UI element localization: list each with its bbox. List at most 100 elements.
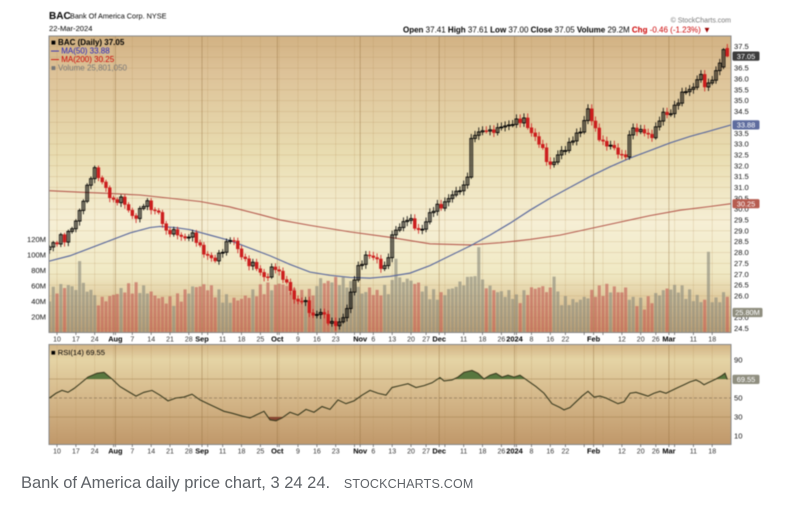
svg-text:7: 7 <box>130 337 134 344</box>
svg-text:Sep: Sep <box>195 335 209 344</box>
svg-text:100M: 100M <box>27 251 46 260</box>
svg-text:14: 14 <box>147 337 155 344</box>
svg-text:Nov: Nov <box>353 447 368 456</box>
svg-text:16: 16 <box>313 337 321 344</box>
svg-text:8: 8 <box>530 449 534 456</box>
svg-text:■ BAC (Daily) 37.05: ■ BAC (Daily) 37.05 <box>51 38 125 47</box>
svg-text:6: 6 <box>371 449 375 456</box>
svg-text:16: 16 <box>313 449 321 456</box>
svg-text:— MA(50) 33.88: — MA(50) 33.88 <box>51 47 110 56</box>
svg-text:28.5: 28.5 <box>734 237 749 246</box>
svg-text:29.0: 29.0 <box>734 226 749 235</box>
svg-text:27.5: 27.5 <box>734 259 749 268</box>
svg-text:30.5: 30.5 <box>734 194 749 203</box>
svg-text:20: 20 <box>407 337 415 344</box>
svg-text:20M: 20M <box>31 313 46 322</box>
svg-text:Oct: Oct <box>271 335 284 344</box>
svg-text:16: 16 <box>546 449 554 456</box>
svg-text:33.5: 33.5 <box>734 129 749 138</box>
svg-text:24.5: 24.5 <box>734 324 749 333</box>
svg-text:35.5: 35.5 <box>734 85 749 94</box>
svg-text:24: 24 <box>91 337 99 344</box>
svg-text:Oct: Oct <box>271 447 284 456</box>
svg-text:29.5: 29.5 <box>734 216 749 225</box>
svg-text:32.0: 32.0 <box>734 161 749 170</box>
svg-text:■ Volume 25,801,050: ■ Volume 25,801,050 <box>51 64 128 73</box>
svg-text:21: 21 <box>166 337 174 344</box>
svg-text:11: 11 <box>690 337 697 344</box>
svg-text:Aug: Aug <box>108 335 123 344</box>
svg-text:26.5: 26.5 <box>734 281 749 290</box>
svg-text:18: 18 <box>238 449 246 456</box>
svg-text:7: 7 <box>130 449 134 456</box>
svg-text:Dec: Dec <box>432 335 446 344</box>
svg-text:22: 22 <box>562 449 570 456</box>
svg-text:30.0: 30.0 <box>734 205 749 214</box>
svg-text:© StockCharts.com: © StockCharts.com <box>671 17 732 25</box>
svg-text:2024: 2024 <box>506 447 523 456</box>
svg-text:26: 26 <box>652 337 660 344</box>
svg-text:Mar: Mar <box>662 335 675 344</box>
svg-text:Mar: Mar <box>662 447 675 456</box>
svg-text:26: 26 <box>498 337 506 344</box>
svg-text:8: 8 <box>530 337 534 344</box>
svg-text:16: 16 <box>546 337 554 344</box>
svg-text:— MA(200) 30.25: — MA(200) 30.25 <box>51 55 115 64</box>
svg-text:31.5: 31.5 <box>734 172 749 181</box>
svg-text:28: 28 <box>185 337 193 344</box>
svg-text:60M: 60M <box>31 282 46 291</box>
svg-text:32.5: 32.5 <box>734 151 749 160</box>
svg-text:22: 22 <box>562 337 570 344</box>
svg-text:34.5: 34.5 <box>734 107 749 116</box>
svg-text:37.5: 37.5 <box>734 42 749 51</box>
svg-text:40M: 40M <box>31 297 46 306</box>
svg-text:12: 12 <box>618 449 626 456</box>
svg-text:26: 26 <box>652 449 660 456</box>
svg-text:14: 14 <box>147 449 155 456</box>
svg-text:23: 23 <box>332 449 340 456</box>
svg-text:9: 9 <box>296 337 300 344</box>
svg-text:Sep: Sep <box>195 447 209 456</box>
svg-text:11: 11 <box>460 337 467 344</box>
svg-text:13: 13 <box>388 449 396 456</box>
svg-text:21: 21 <box>166 449 174 456</box>
svg-text:36.5: 36.5 <box>734 64 749 73</box>
svg-text:17: 17 <box>72 449 80 456</box>
svg-text:12: 12 <box>618 337 626 344</box>
svg-text:25: 25 <box>257 337 265 344</box>
svg-text:18: 18 <box>479 337 487 344</box>
svg-text:22-Mar-2024: 22-Mar-2024 <box>49 24 92 33</box>
svg-text:18: 18 <box>479 449 487 456</box>
svg-text:13: 13 <box>388 337 396 344</box>
svg-text:33.0: 33.0 <box>734 140 749 149</box>
svg-text:Feb: Feb <box>587 335 601 344</box>
svg-text:Nov: Nov <box>353 335 368 344</box>
svg-text:18: 18 <box>708 337 716 344</box>
svg-text:Bank Of America Corp. NYSE: Bank Of America Corp. NYSE <box>70 12 167 21</box>
svg-text:20: 20 <box>637 449 645 456</box>
svg-text:20: 20 <box>407 449 415 456</box>
svg-text:Feb: Feb <box>587 447 601 456</box>
svg-text:10: 10 <box>53 337 61 344</box>
svg-text:27.0: 27.0 <box>734 270 749 279</box>
svg-text:25: 25 <box>257 449 265 456</box>
svg-text:28: 28 <box>185 449 193 456</box>
svg-text:23: 23 <box>332 337 340 344</box>
svg-text:120M: 120M <box>27 235 46 244</box>
svg-text:80M: 80M <box>31 266 46 275</box>
svg-text:11: 11 <box>219 337 226 344</box>
svg-text:11: 11 <box>219 449 226 456</box>
svg-text:6: 6 <box>371 337 375 344</box>
svg-text:27: 27 <box>422 337 430 344</box>
svg-text:Open 37.41 High 37.61 Low 37.0: Open 37.41 High 37.61 Low 37.00 Close 37… <box>403 26 711 35</box>
svg-text:Dec: Dec <box>432 447 446 456</box>
svg-text:36.0: 36.0 <box>734 75 749 84</box>
svg-text:28.0: 28.0 <box>734 248 749 257</box>
svg-text:20: 20 <box>637 337 645 344</box>
svg-text:■ RSI(14) 69.55: ■ RSI(14) 69.55 <box>51 348 105 357</box>
svg-text:18: 18 <box>238 337 246 344</box>
svg-text:BAC: BAC <box>49 11 71 22</box>
svg-text:30: 30 <box>734 413 742 422</box>
svg-text:27: 27 <box>422 449 430 456</box>
svg-text:10: 10 <box>53 449 61 456</box>
